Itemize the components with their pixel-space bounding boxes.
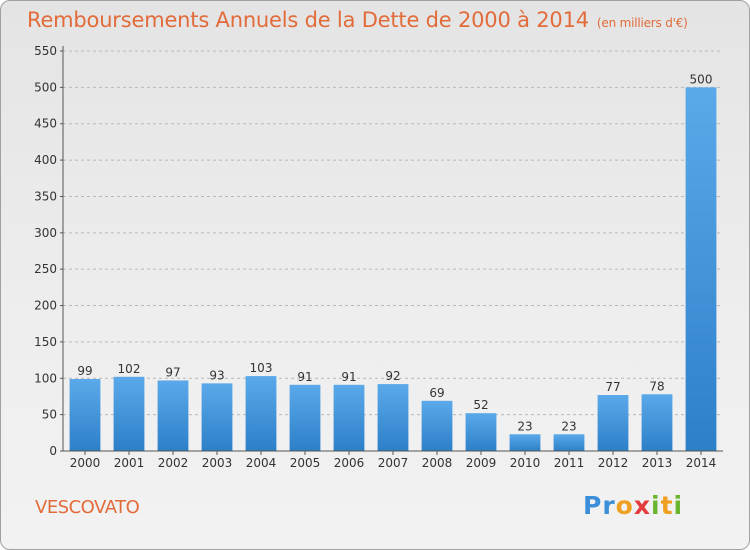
x-tick-label: 2010 — [510, 456, 541, 470]
x-tick-label: 2006 — [334, 456, 365, 470]
bar — [201, 383, 233, 451]
bars: 99 102 97 93 103 91 91 92 69 52 23 23 77 78 500 — [69, 72, 717, 451]
data-label: 23 — [517, 419, 532, 433]
data-label: 500 — [690, 72, 713, 86]
data-label: 91 — [297, 370, 312, 384]
data-label: 52 — [473, 398, 488, 412]
bar — [421, 400, 453, 451]
data-label: 91 — [341, 370, 356, 384]
bar — [509, 434, 541, 451]
y-tick-label: 100 — [34, 371, 57, 385]
y-tick-label: 450 — [34, 117, 57, 131]
bar — [157, 380, 189, 451]
chart-title: Remboursements Annuels de la Dette de 20… — [27, 8, 688, 32]
x-tick-label: 2011 — [554, 456, 585, 470]
title-unit: (en milliers d'€) — [596, 16, 688, 30]
y-tick-label: 150 — [34, 335, 57, 349]
x-tick-label: 2008 — [422, 456, 453, 470]
y-tick-label: 0 — [49, 444, 57, 458]
x-tick-label: 2007 — [378, 456, 409, 470]
y-tick-label: 550 — [34, 44, 57, 58]
bar — [245, 376, 277, 451]
y-tick-label: 200 — [34, 299, 57, 313]
data-label: 92 — [385, 369, 400, 383]
bar — [553, 434, 585, 451]
x-tick-label: 2002 — [158, 456, 189, 470]
x-tick-label: 2014 — [686, 456, 717, 470]
x-tick-label: 2003 — [202, 456, 233, 470]
data-label: 23 — [561, 419, 576, 433]
x-tick-label: 2005 — [290, 456, 321, 470]
y-tick-label: 250 — [34, 262, 57, 276]
y-tick-label: 50 — [42, 408, 57, 422]
bar — [113, 376, 145, 451]
y-tick-label: 350 — [34, 189, 57, 203]
bar — [377, 384, 409, 451]
bar — [465, 413, 497, 451]
x-tick-label: 2013 — [642, 456, 673, 470]
gridlines — [63, 50, 723, 416]
data-label: 97 — [165, 365, 180, 379]
bar — [685, 87, 717, 451]
bar — [289, 384, 321, 451]
bar — [641, 394, 673, 451]
bar — [597, 395, 629, 451]
x-tick-label: 2009 — [466, 456, 497, 470]
axes: 0 50 100 150 200 250 300 350 400 450 500 550 2000 200… — [34, 44, 723, 470]
y-tick-label: 400 — [34, 153, 57, 167]
data-label: 77 — [605, 380, 620, 394]
data-label: 69 — [429, 386, 444, 400]
bar — [69, 379, 101, 451]
x-tick-label: 2000 — [70, 456, 101, 470]
x-tick-label: 2001 — [114, 456, 145, 470]
title-text: Remboursements Annuels de la Dette de 20… — [27, 8, 589, 32]
y-tick-label: 300 — [34, 226, 57, 240]
data-label: 99 — [77, 364, 92, 378]
bar — [333, 384, 365, 451]
data-label: 93 — [209, 368, 224, 382]
commune-name: VESCOVATO — [35, 497, 140, 518]
x-tick-label: 2012 — [598, 456, 629, 470]
data-label: 102 — [118, 362, 141, 376]
proxiti-logo: Proxiti — [583, 491, 684, 520]
x-tick-label: 2004 — [246, 456, 277, 470]
data-label: 103 — [250, 361, 273, 375]
y-tick-label: 500 — [34, 80, 57, 94]
data-label: 78 — [649, 379, 664, 393]
